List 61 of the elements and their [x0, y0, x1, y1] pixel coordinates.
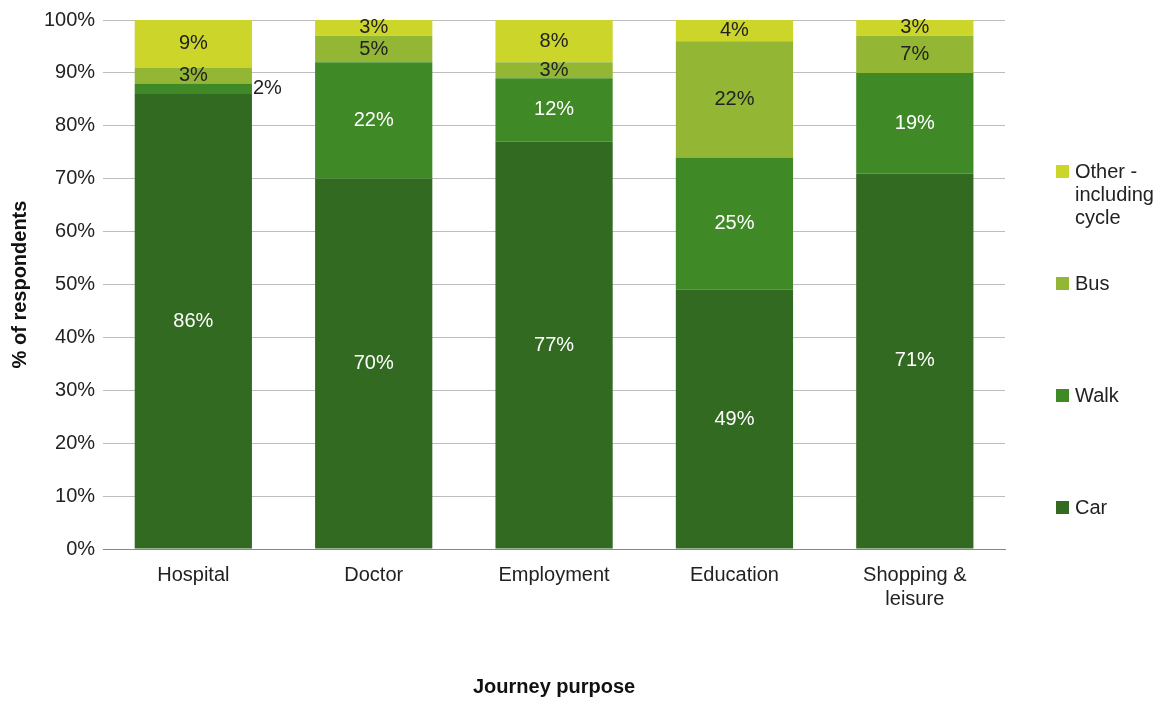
x-tick-label: Hospital: [157, 562, 230, 585]
data-label: 12%: [534, 97, 575, 120]
bar: [675, 41, 794, 158]
data-label: 3%: [178, 63, 209, 86]
bar: [315, 62, 433, 179]
x-tick-label: Employment: [498, 562, 611, 585]
y-tick-label: 90%: [55, 60, 96, 83]
bar: [315, 178, 433, 549]
bar: [675, 20, 794, 42]
bar: [675, 289, 794, 549]
y-tick-label: 40%: [55, 324, 96, 347]
data-label: 8%: [539, 28, 569, 51]
bar: [134, 83, 252, 95]
data-label: 22%: [353, 108, 394, 131]
x-tick-label: Education: [689, 562, 779, 585]
y-tick-label: 30%: [55, 377, 96, 400]
bar: [856, 173, 974, 549]
bar: [856, 72, 974, 174]
data-label: 2%: [252, 76, 283, 99]
bar: [495, 141, 613, 549]
legend-label: Other - including cycle: [1075, 160, 1155, 229]
data-label: 49%: [714, 406, 755, 429]
bar: [495, 78, 613, 142]
x-tick-label: Doctor: [344, 562, 404, 585]
bar: [495, 20, 613, 63]
x-axis-title: Journey purpose: [472, 674, 636, 697]
data-label: 70%: [353, 351, 394, 374]
y-tick-label: 80%: [55, 113, 96, 136]
bar: [856, 20, 974, 36]
legend-label: Walk: [1075, 384, 1119, 407]
data-label: 4%: [719, 18, 750, 41]
data-label: 71%: [894, 348, 936, 371]
data-label: 25%: [714, 211, 755, 234]
legend-label: Bus: [1075, 272, 1110, 295]
y-axis-title: % of respondents: [7, 200, 30, 369]
data-label: 5%: [359, 36, 389, 59]
x-tick-label: Shopping & leisure: [863, 562, 968, 609]
y-tick-label: 10%: [55, 483, 96, 506]
data-label: 9%: [178, 31, 209, 54]
bar: [315, 35, 433, 63]
y-tick-label: 70%: [55, 166, 96, 189]
y-tick-label: 100%: [44, 7, 96, 30]
data-label: 77%: [534, 332, 575, 355]
bar: [495, 62, 613, 79]
bar: [856, 35, 974, 73]
legend-label: Car: [1075, 496, 1108, 519]
bar: [134, 20, 252, 68]
data-label: 3%: [359, 15, 389, 38]
y-tick-label: 0%: [66, 536, 96, 559]
data-label: 22%: [714, 86, 755, 109]
data-label: 19%: [894, 110, 936, 133]
bar: [675, 157, 794, 290]
data-label: 86%: [173, 308, 214, 331]
data-label: 3%: [539, 57, 569, 80]
data-label: 3%: [900, 15, 930, 38]
y-tick-label: 60%: [55, 219, 96, 242]
bar: [315, 20, 433, 36]
y-tick-label: 50%: [55, 272, 96, 295]
data-label: 7%: [900, 41, 930, 64]
bar: [134, 94, 252, 549]
y-tick-label: 20%: [55, 430, 96, 453]
